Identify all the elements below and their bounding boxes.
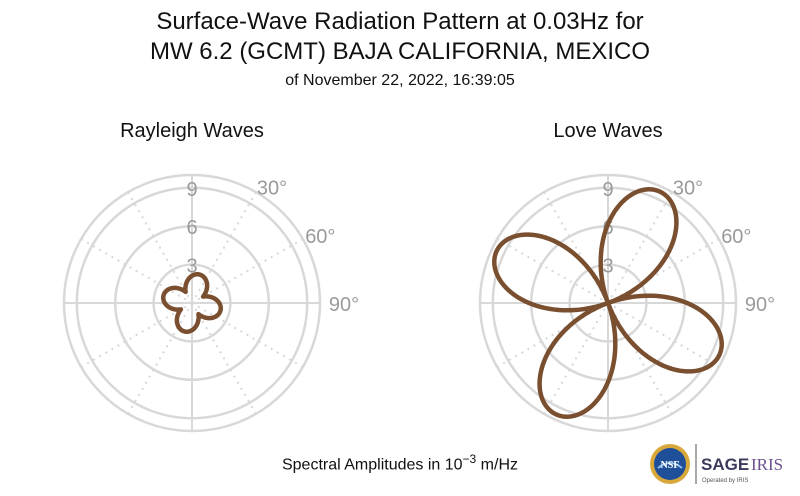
amplitude-units-label: Spectral Amplitudes in 10−3 m/Hz — [0, 452, 800, 474]
sage-iris-logo: SAGE IRIS Operated by IRIS — [701, 455, 783, 484]
radial-tick-label: 3 — [186, 256, 197, 278]
rayleigh-panel-title: Rayleigh Waves — [120, 120, 264, 142]
svg-text:SAGE: SAGE — [701, 455, 749, 474]
love-panel-title: Love Waves — [553, 120, 663, 142]
angle-tick-label: 60° — [305, 226, 335, 248]
units-base: 10 — [444, 456, 463, 474]
sponsor-logos: NSF SAGE IRIS Operated by IRIS — [650, 444, 783, 484]
radial-tick-label: 9 — [602, 179, 613, 201]
units-exponent: −3 — [462, 452, 477, 466]
grid-spoke — [80, 238, 193, 304]
radial-tick-label: 6 — [186, 217, 197, 239]
grid-spoke — [191, 191, 257, 304]
grid-spoke — [496, 238, 609, 304]
grid-spoke — [191, 302, 257, 415]
svg-text:IRIS: IRIS — [751, 455, 783, 474]
grid-spoke — [607, 191, 673, 304]
nsf-logo: NSF — [650, 444, 690, 484]
svg-text:Operated by IRIS: Operated by IRIS — [702, 478, 748, 484]
radiation-pattern-curve — [161, 272, 223, 334]
grid-spoke — [543, 302, 609, 415]
grid-spoke — [127, 302, 193, 415]
chart-title-line2: MW 6.2 (GCMT) BAJA CALIFORNIA, MEXICO — [149, 38, 651, 65]
angle-tick-label: 90° — [745, 294, 775, 316]
radiation-pattern-curve — [492, 187, 724, 419]
chart-title-line1: Surface-Wave Radiation Pattern at 0.03Hz… — [156, 8, 644, 35]
units-prefix: Spectral Amplitudes in — [281, 456, 445, 474]
radial-tick-label: 3 — [602, 256, 613, 278]
angle-tick-label: 30° — [673, 178, 703, 200]
units-suffix: m/Hz — [476, 456, 518, 474]
rayleigh-polar-plot: 3 6 9 30° 60° 90° — [62, 173, 359, 433]
angle-tick-label: 60° — [721, 226, 751, 248]
love-polar-plot: 369 30°60°90° — [478, 173, 775, 433]
angle-tick-label: 30° — [257, 178, 287, 200]
grid-spoke — [191, 302, 304, 368]
grid-spoke — [127, 191, 193, 304]
radial-tick-label: 9 — [186, 179, 197, 201]
svg-text:NSF: NSF — [661, 460, 680, 471]
angle-tick-label: 90° — [329, 294, 359, 316]
grid-spoke — [191, 238, 304, 304]
grid-spoke — [607, 302, 720, 368]
chart-subtitle: of November 22, 2022, 16:39:05 — [285, 72, 515, 89]
grid-spoke — [80, 302, 193, 368]
